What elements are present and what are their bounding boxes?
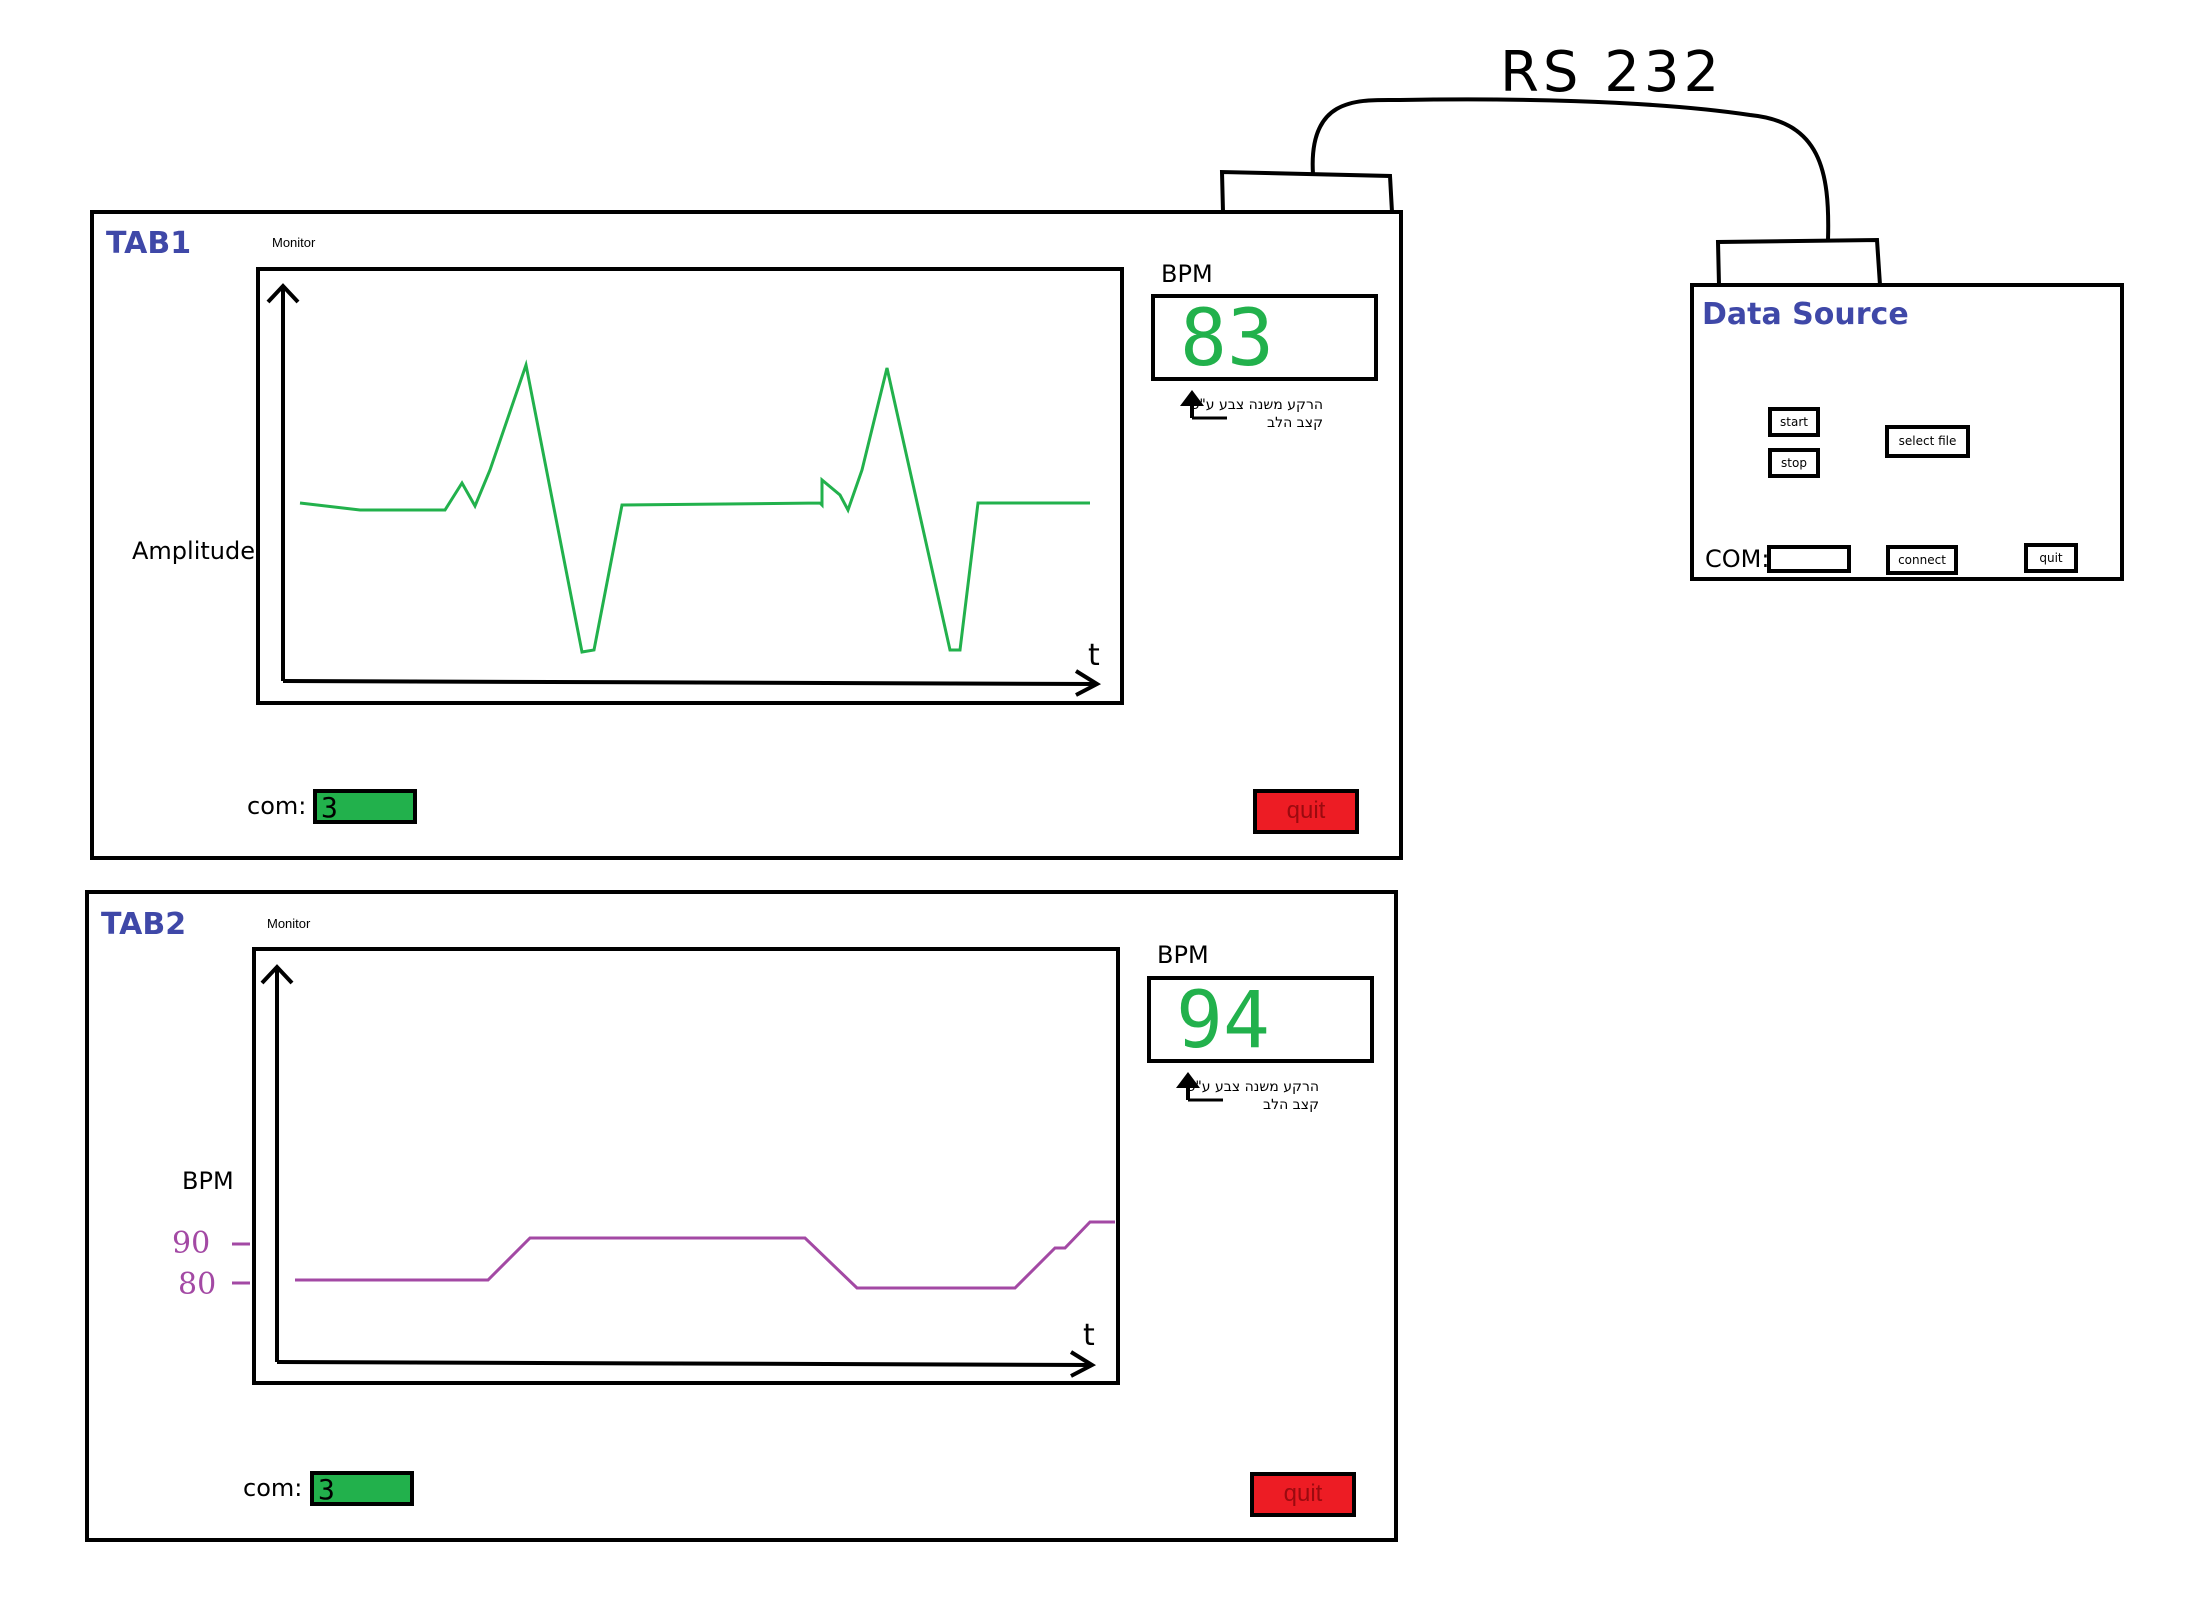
- data-source-com-input[interactable]: [1767, 545, 1851, 573]
- tab1-com-value: 3: [321, 791, 338, 824]
- tab1-connector: [1219, 169, 1394, 213]
- tab1-y-arrow: [266, 283, 300, 304]
- tab1-bpm-value: 83: [1180, 294, 1274, 384]
- tab2-bpm-value: 94: [1176, 976, 1270, 1066]
- tab1-x-axis: [282, 679, 1098, 686]
- cable-label: RS 232: [1500, 40, 1724, 105]
- tab2-com-field[interactable]: 3: [310, 1471, 414, 1506]
- tab1-com-label: com:: [247, 792, 307, 820]
- tab2-quit-button[interactable]: quit: [1250, 1472, 1356, 1517]
- tab2-com-value: 3: [318, 1473, 335, 1506]
- tab2-y-tick-80: 80: [178, 1267, 217, 1302]
- tab2-bpm-trace: [295, 1220, 1115, 1290]
- stop-button[interactable]: stop: [1768, 448, 1820, 478]
- tab2-monitor-label: Monitor: [267, 916, 311, 931]
- data-source-title: Data Source: [1702, 297, 1909, 332]
- tab2-bpm-axis-label: BPM: [182, 1167, 234, 1195]
- tab1-monitor-label: Monitor: [272, 235, 316, 250]
- tab2-x-axis: [276, 1360, 1093, 1367]
- select-file-button[interactable]: select file: [1885, 425, 1970, 458]
- tab1-com-field[interactable]: 3: [313, 789, 417, 824]
- rs232-cable: [1310, 97, 1831, 241]
- tab1-x-axis-label: t: [1088, 638, 1100, 673]
- connect-button[interactable]: connect: [1886, 545, 1958, 575]
- tab2-bpm-display: [1147, 976, 1374, 1063]
- start-button[interactable]: start: [1768, 407, 1820, 437]
- tab2-title[interactable]: TAB2: [101, 907, 187, 942]
- tab2-y-arrow: [260, 964, 294, 985]
- tab1-monitor-plot: [256, 267, 1124, 705]
- tab1-bpm-display: [1151, 294, 1378, 381]
- tab1-bpm-note: הרקע משנה צבע ע"פ קצב הלב: [1190, 397, 1323, 431]
- data-source-quit-button[interactable]: quit: [2024, 543, 2078, 573]
- tab1-x-arrow: [1074, 669, 1102, 697]
- tab2-y-tick-90: 90: [172, 1226, 211, 1261]
- tab2-bpm-label: BPM: [1157, 941, 1209, 969]
- tab1-quit-button[interactable]: quit: [1253, 789, 1359, 834]
- tab2-x-axis-label: t: [1083, 1318, 1095, 1353]
- data-source-com-label: COM:: [1705, 545, 1770, 573]
- tab2-com-label: com:: [243, 1474, 303, 1502]
- tab1-bpm-label: BPM: [1161, 260, 1213, 288]
- tab2-bpm-note: הרקע משנה צבע ע"פ קצב הלב: [1186, 1079, 1319, 1113]
- tab1-ecg-trace: [299, 359, 1090, 654]
- tab2-monitor-plot: [252, 947, 1120, 1385]
- tab2-x-arrow: [1069, 1350, 1097, 1378]
- data-source-connector: [1715, 237, 1882, 286]
- tab1-amplitude-label: Amplitude: [132, 537, 255, 565]
- tab1-title[interactable]: TAB1: [106, 226, 192, 261]
